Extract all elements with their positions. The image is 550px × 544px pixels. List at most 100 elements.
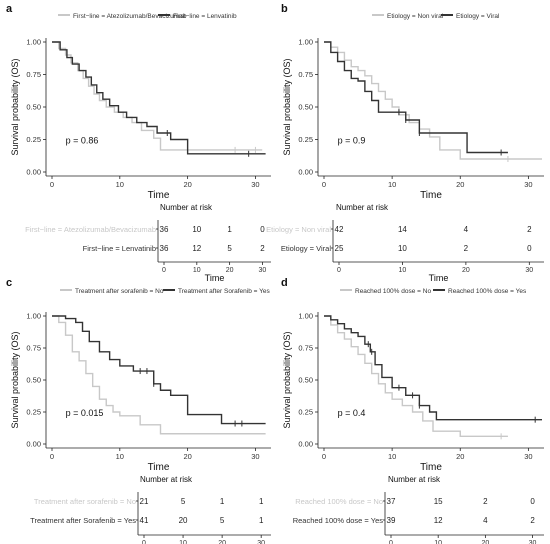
risk-x-tick-label: 0	[142, 540, 146, 544]
x-axis-label: Time	[148, 190, 170, 201]
risk-count: 41	[140, 516, 149, 525]
risk-row-label: Treatment after Sorafenib = Yes	[30, 516, 136, 525]
p-value: p = 0.86	[66, 135, 99, 145]
survival-curve-group2	[52, 41, 266, 155]
risk-table-title: Number at risk	[388, 475, 441, 484]
x-tick-label: 10	[116, 180, 124, 189]
risk-x-tick-label: 30	[259, 267, 267, 274]
risk-row-label: Etiology = Viral	[281, 244, 331, 253]
risk-x-tick-label: 0	[337, 267, 341, 274]
risk-count: 1	[227, 225, 232, 234]
x-tick-label: 10	[116, 452, 124, 461]
risk-count: 10	[192, 225, 201, 234]
y-tick-label: 0.50	[298, 376, 313, 385]
y-tick-label: 1.00	[26, 312, 41, 321]
y-tick-label: 0.75	[298, 70, 313, 79]
risk-count: 12	[434, 516, 443, 525]
panel-letter: a	[6, 3, 13, 15]
risk-count: 0	[260, 225, 265, 234]
risk-count: 15	[434, 497, 443, 506]
y-tick-label: 0.50	[26, 376, 41, 385]
legend: First−line = Atezolizumab/BevacizumabFir…	[58, 13, 237, 20]
risk-x-tick-label: 10	[434, 540, 442, 544]
x-tick-label: 10	[388, 180, 396, 189]
risk-count: 5	[227, 244, 232, 253]
risk-row-label: Reached 100% dose = No	[295, 497, 383, 506]
risk-x-tick-label: 30	[257, 540, 265, 544]
panel-d: d Reached 100% dose = No Reached 100% dose…	[281, 277, 544, 544]
x-tick-label: 20	[456, 180, 464, 189]
panel-letter: b	[281, 3, 288, 15]
survival-curve-group2	[324, 315, 542, 421]
risk-x-tick-label: 0	[389, 540, 393, 544]
legend: Treatment after sorafenib = No Treatment …	[60, 288, 270, 295]
x-tick-label: 0	[50, 180, 54, 189]
panel-letter: c	[6, 277, 12, 289]
risk-count: 2	[483, 497, 488, 506]
risk-count: 2	[530, 516, 535, 525]
risk-count: 25	[335, 244, 344, 253]
risk-table: Number at risk First−line = Atezolizumab/…	[25, 203, 271, 283]
legend-label: Reached 100% dose = No	[355, 288, 431, 295]
survival-curve-group1	[324, 41, 542, 160]
x-tick-label: 10	[388, 452, 396, 461]
risk-table-x-label: Time	[205, 273, 225, 283]
risk-count: 42	[335, 225, 344, 234]
risk-x-tick-label: 20	[218, 540, 226, 544]
y-axis-label: Survival probability (OS)	[282, 331, 292, 428]
y-tick-label: 0.00	[298, 168, 313, 177]
risk-count: 36	[160, 244, 169, 253]
risk-count: 1	[220, 497, 225, 506]
risk-count: 21	[140, 497, 149, 506]
legend-label: Treatment after sorafenib = No	[75, 288, 164, 295]
risk-table-x-label: Time	[429, 273, 449, 283]
legend-label: Etiology = Non viral	[387, 13, 444, 20]
risk-x-tick-label: 20	[462, 267, 470, 274]
panel-letter: d	[281, 277, 288, 289]
y-tick-label: 0.75	[26, 344, 41, 353]
x-axis-label: Time	[420, 462, 442, 473]
x-axis-label: Time	[148, 462, 170, 473]
risk-x-tick-label: 10	[193, 267, 201, 274]
risk-table: Number at risk Treatment after sorafenib …	[30, 475, 271, 544]
risk-x-tick-label: 30	[525, 267, 533, 274]
p-value: p = 0.4	[338, 408, 366, 418]
y-tick-label: 0.25	[298, 408, 313, 417]
y-tick-label: 0.25	[26, 408, 41, 417]
risk-row-label: First−line = Atezolizumab/Bevacizumab	[25, 225, 156, 234]
y-tick-label: 0.75	[298, 344, 313, 353]
x-tick-label: 20	[183, 452, 191, 461]
panel-b: b Etiology = Non viral Etiology = Viral 0.0…	[266, 3, 544, 283]
risk-count: 2	[527, 225, 532, 234]
risk-table: Number at risk Reached 100% dose = No 37 15…	[293, 475, 544, 544]
risk-row-label: Treatment after sorafenib = No	[34, 497, 136, 506]
risk-count: 5	[220, 516, 225, 525]
y-tick-label: 1.00	[298, 38, 313, 47]
y-tick-label: 0.25	[298, 135, 313, 144]
y-tick-label: 0.25	[26, 135, 41, 144]
risk-count: 0	[527, 244, 532, 253]
y-axis-label: Survival probability (OS)	[10, 58, 20, 155]
survival-curve-group1	[52, 41, 263, 151]
y-tick-label: 0.00	[298, 440, 313, 449]
risk-x-tick-label: 30	[529, 540, 537, 544]
y-tick-label: 0.50	[26, 103, 41, 112]
risk-count: 14	[398, 225, 407, 234]
x-tick-label: 20	[183, 180, 191, 189]
legend-label: First−line = Atezolizumab/Bevacizumab	[73, 13, 187, 20]
y-axis-label: Survival probability (OS)	[10, 331, 20, 428]
y-tick-label: 0.00	[26, 440, 41, 449]
survival-curve-group2	[52, 315, 266, 425]
legend-label: Treatment after Sorafenib = Yes	[178, 288, 270, 295]
risk-count: 4	[483, 516, 488, 525]
risk-count: 4	[464, 225, 469, 234]
legend-label: First−line = Lenvatinib	[173, 13, 237, 20]
p-value: p = 0.9	[338, 135, 366, 145]
risk-count: 2	[464, 244, 469, 253]
risk-table-title: Number at risk	[140, 475, 193, 484]
risk-x-tick-label: 20	[226, 267, 234, 274]
risk-x-tick-label: 20	[481, 540, 489, 544]
y-tick-label: 0.50	[298, 103, 313, 112]
